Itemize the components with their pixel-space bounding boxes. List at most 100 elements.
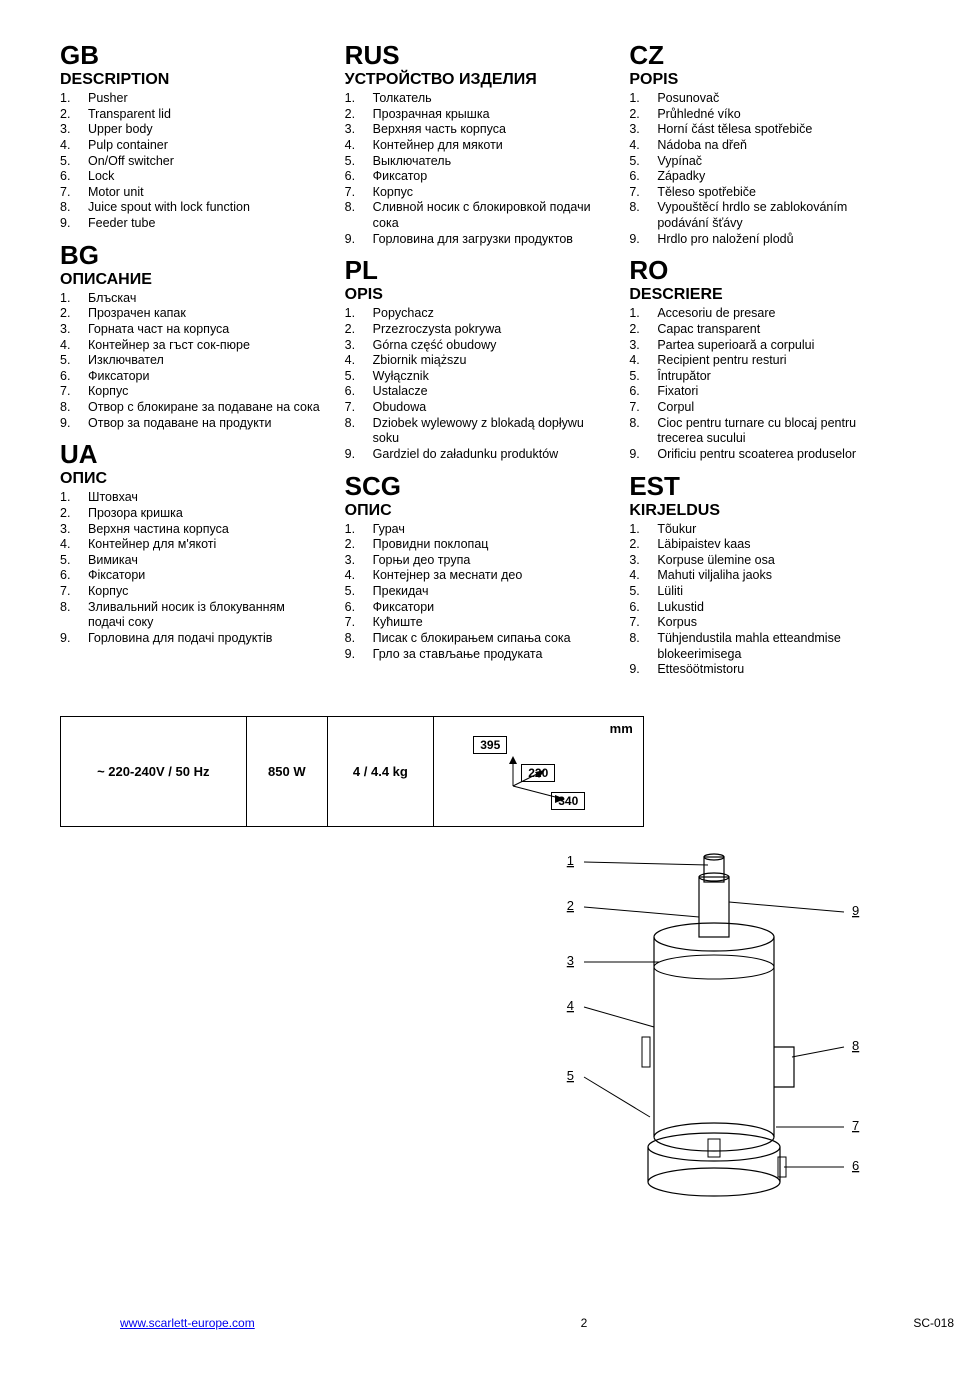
item-text: Горњи део трупа (373, 553, 610, 569)
item-number: 5. (629, 584, 657, 600)
list-item: 2.Läbipaistev kaas (629, 537, 894, 553)
parts-list: 1.Tõukur2.Läbipaistev kaas3.Korpuse ülem… (629, 522, 894, 678)
item-text: Orificiu pentru scoaterea produselor (657, 447, 894, 463)
list-item: 9.Горловина для подачі продуктів (60, 631, 325, 647)
language-columns: GBDESCRIPTION1.Pusher2.Transparent lid3.… (60, 40, 894, 686)
item-text: Upper body (88, 122, 325, 138)
item-text: Отвор с блокиране за подаване на сока (88, 400, 325, 416)
list-item: 9.Грло за стављање продуката (345, 647, 610, 663)
list-item: 6.Ustalacze (345, 384, 610, 400)
lang-block-ro: RODESCRIERE1.Accesoriu de presare2.Capac… (629, 255, 894, 462)
list-item: 1.Толкатель (345, 91, 610, 107)
item-number: 7. (629, 185, 657, 201)
product-diagram: 1 2 3 4 5 9 8 7 6 (60, 847, 894, 1230)
lang-block-est: ESTKIRJELDUS1.Tõukur2.Läbipaistev kaas3.… (629, 471, 894, 678)
item-number: 7. (629, 615, 657, 631)
item-number: 1. (60, 291, 88, 307)
item-number: 5. (345, 584, 373, 600)
list-item: 3.Korpuse ülemine osa (629, 553, 894, 569)
list-item: 8.Dziobek wylewowy z blokadą dopływu sok… (345, 416, 610, 447)
item-number: 8. (345, 631, 373, 647)
item-number: 1. (629, 91, 657, 107)
list-item: 3.Upper body (60, 122, 325, 138)
item-number: 2. (345, 322, 373, 338)
item-number: 3. (60, 522, 88, 538)
item-number: 5. (629, 154, 657, 170)
lang-title: DESCRIPTION (60, 71, 325, 89)
list-item: 3.Горната част на корпуса (60, 322, 325, 338)
list-item: 3.Верхняя часть корпуса (345, 122, 610, 138)
item-text: Контејнер за меснати део (373, 568, 610, 584)
item-text: Pulp container (88, 138, 325, 154)
item-number: 5. (60, 154, 88, 170)
item-text: Nádoba na dřeň (657, 138, 894, 154)
item-text: Capac transparent (657, 322, 894, 338)
item-text: Корпус (88, 584, 325, 600)
item-number: 4. (345, 138, 373, 154)
list-item: 5.Lüliti (629, 584, 894, 600)
list-item: 5.Прекидач (345, 584, 610, 600)
lang-code: SCG (345, 471, 610, 502)
item-number: 3. (60, 322, 88, 338)
item-number: 4. (629, 353, 657, 369)
item-text: Писак с блокирањем сипања сока (373, 631, 610, 647)
list-item: 6.Фіксатори (60, 568, 325, 584)
item-number: 6. (60, 369, 88, 385)
item-number: 8. (345, 200, 373, 231)
item-text: Läbipaistev kaas (657, 537, 894, 553)
item-number: 9. (629, 447, 657, 463)
item-text: Сливной носик с блокировкой подачи сока (373, 200, 610, 231)
list-item: 5.Vypínač (629, 154, 894, 170)
lang-title: KIRJELDUS (629, 502, 894, 520)
list-item: 7.Корпус (345, 185, 610, 201)
item-number: 2. (629, 322, 657, 338)
item-number: 7. (345, 400, 373, 416)
item-text: Корпус (88, 384, 325, 400)
parts-list: 1.Accesoriu de presare2.Capac transparen… (629, 306, 894, 462)
item-number: 8. (60, 400, 88, 416)
item-text: Corpul (657, 400, 894, 416)
list-item: 5.Изключвател (60, 353, 325, 369)
list-item: 8.Juice spout with lock function (60, 200, 325, 216)
item-text: Vypouštěcí hrdlo se zablokováním podáván… (657, 200, 894, 231)
spec-weight: 4 / 4.4 kg (328, 716, 434, 826)
item-number: 7. (629, 400, 657, 416)
lang-code: RUS (345, 40, 610, 71)
list-item: 3.Partea superioară a corpului (629, 338, 894, 354)
item-text: Obudowa (373, 400, 610, 416)
item-number: 8. (629, 416, 657, 447)
item-number: 6. (345, 169, 373, 185)
svg-text:7: 7 (852, 1118, 859, 1133)
item-number: 3. (629, 553, 657, 569)
list-item: 8.Сливной носик с блокировкой подачи сок… (345, 200, 610, 231)
item-text: Popychacz (373, 306, 610, 322)
item-number: 3. (345, 122, 373, 138)
list-item: 9.Hrdlo pro naložení plodů (629, 232, 894, 248)
svg-text:9: 9 (852, 903, 859, 918)
item-number: 6. (345, 600, 373, 616)
lang-block-rus: RUSУСТРОЙСТВО ИЗДЕЛИЯ1.Толкатель2.Прозра… (345, 40, 610, 247)
item-text: Контейнер для м'якоті (88, 537, 325, 553)
list-item: 9.Feeder tube (60, 216, 325, 232)
lang-title: DESCRIERE (629, 286, 894, 304)
parts-list: 1.Posunovač2.Průhledné víko3.Horní část … (629, 91, 894, 247)
item-text: Блъскач (88, 291, 325, 307)
item-text: Lock (88, 169, 325, 185)
footer-link[interactable]: www.scarlett-europe.com (120, 1316, 255, 1330)
item-text: Przezroczysta pokrywa (373, 322, 610, 338)
item-text: Верхняя часть корпуса (373, 122, 610, 138)
item-number: 8. (629, 631, 657, 662)
item-number: 2. (629, 107, 657, 123)
item-text: Толкатель (373, 91, 610, 107)
item-number: 6. (60, 568, 88, 584)
item-number: 4. (345, 568, 373, 584)
item-text: Korpuse ülemine osa (657, 553, 894, 569)
item-text: Выключатель (373, 154, 610, 170)
list-item: 4.Mahuti viljaliha jaoks (629, 568, 894, 584)
item-number: 9. (345, 232, 373, 248)
item-number: 9. (60, 631, 88, 647)
item-text: Lüliti (657, 584, 894, 600)
list-item: 1.Popychacz (345, 306, 610, 322)
list-item: 4.Nádoba na dřeň (629, 138, 894, 154)
item-text: Отвор за подаване на продукти (88, 416, 325, 432)
